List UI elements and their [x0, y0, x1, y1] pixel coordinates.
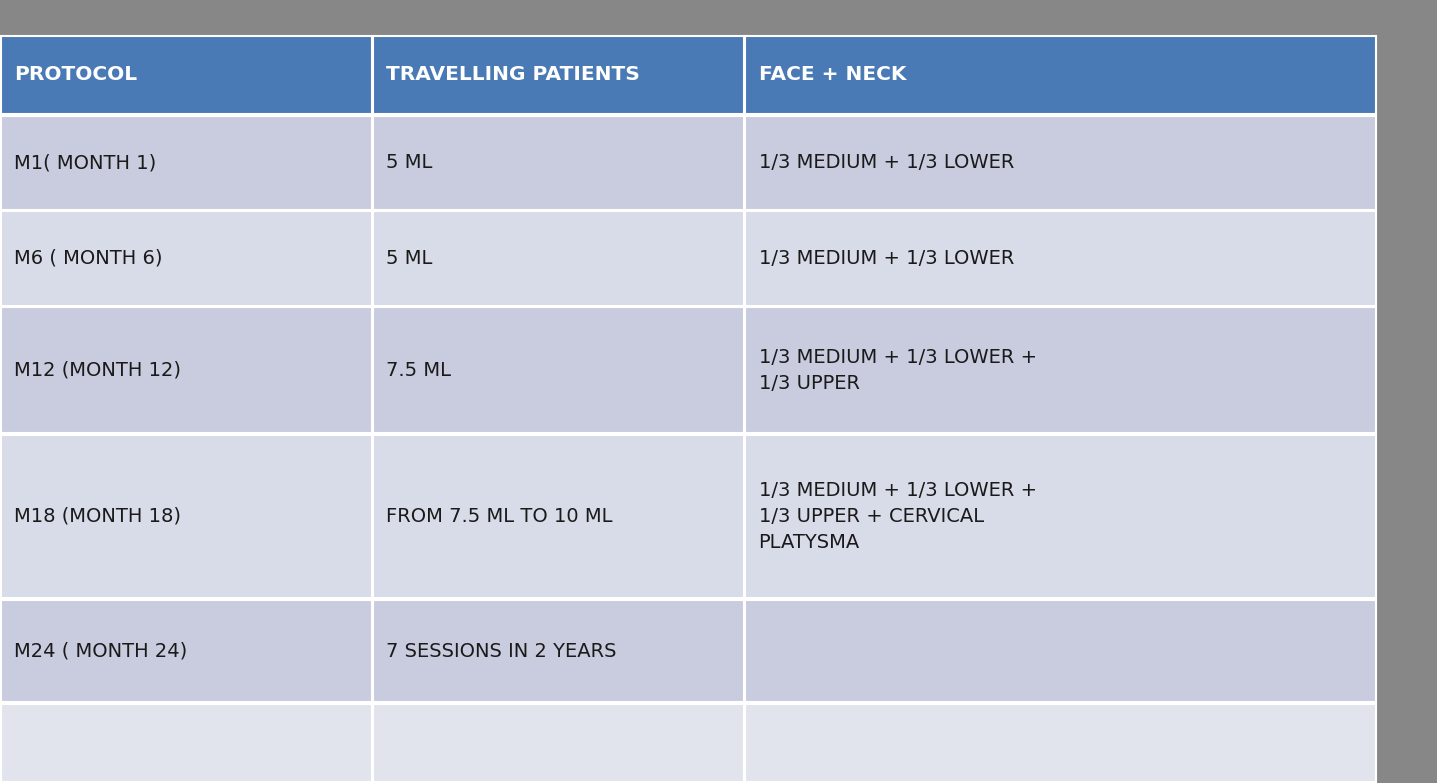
Bar: [374, 435, 744, 598]
Text: 7.5 ML: 7.5 ML: [387, 361, 451, 380]
Bar: [746, 435, 1377, 598]
Bar: [746, 116, 1377, 210]
Text: 1/3 MEDIUM + 1/3 LOWER: 1/3 MEDIUM + 1/3 LOWER: [759, 249, 1015, 268]
Text: TRAVELLING PATIENTS: TRAVELLING PATIENTS: [387, 66, 639, 85]
Text: M18 (MONTH 18): M18 (MONTH 18): [14, 507, 181, 526]
Bar: [1, 600, 372, 702]
Bar: [1, 36, 372, 114]
Text: 5 ML: 5 ML: [387, 249, 433, 268]
Text: FACE + NECK: FACE + NECK: [759, 66, 907, 85]
Text: 7 SESSIONS IN 2 YEARS: 7 SESSIONS IN 2 YEARS: [387, 641, 616, 661]
Bar: [1, 435, 372, 598]
Text: 1/3 MEDIUM + 1/3 LOWER +
1/3 UPPER + CERVICAL
PLATYSMA: 1/3 MEDIUM + 1/3 LOWER + 1/3 UPPER + CER…: [759, 482, 1036, 552]
Bar: [746, 307, 1377, 433]
Text: FROM 7.5 ML TO 10 ML: FROM 7.5 ML TO 10 ML: [387, 507, 612, 526]
Bar: [1, 704, 372, 782]
Bar: [0, 0, 1437, 35]
Bar: [746, 211, 1377, 305]
Text: 1/3 MEDIUM + 1/3 LOWER +
1/3 UPPER: 1/3 MEDIUM + 1/3 LOWER + 1/3 UPPER: [759, 348, 1036, 392]
Bar: [374, 600, 744, 702]
Bar: [1, 211, 372, 305]
Text: M12 (MONTH 12): M12 (MONTH 12): [14, 361, 181, 380]
Bar: [1, 116, 372, 210]
Bar: [1377, 0, 1437, 783]
Bar: [746, 600, 1377, 702]
Text: M1( MONTH 1): M1( MONTH 1): [14, 153, 157, 172]
Text: 1/3 MEDIUM + 1/3 LOWER: 1/3 MEDIUM + 1/3 LOWER: [759, 153, 1015, 172]
Bar: [374, 116, 744, 210]
Bar: [746, 704, 1377, 782]
Bar: [746, 36, 1377, 114]
Bar: [374, 704, 744, 782]
Text: 5 ML: 5 ML: [387, 153, 433, 172]
Bar: [374, 307, 744, 433]
Text: PROTOCOL: PROTOCOL: [14, 66, 137, 85]
Text: M6 ( MONTH 6): M6 ( MONTH 6): [14, 249, 162, 268]
Bar: [1, 307, 372, 433]
Bar: [374, 36, 744, 114]
Text: M24 ( MONTH 24): M24 ( MONTH 24): [14, 641, 187, 661]
Bar: [374, 211, 744, 305]
